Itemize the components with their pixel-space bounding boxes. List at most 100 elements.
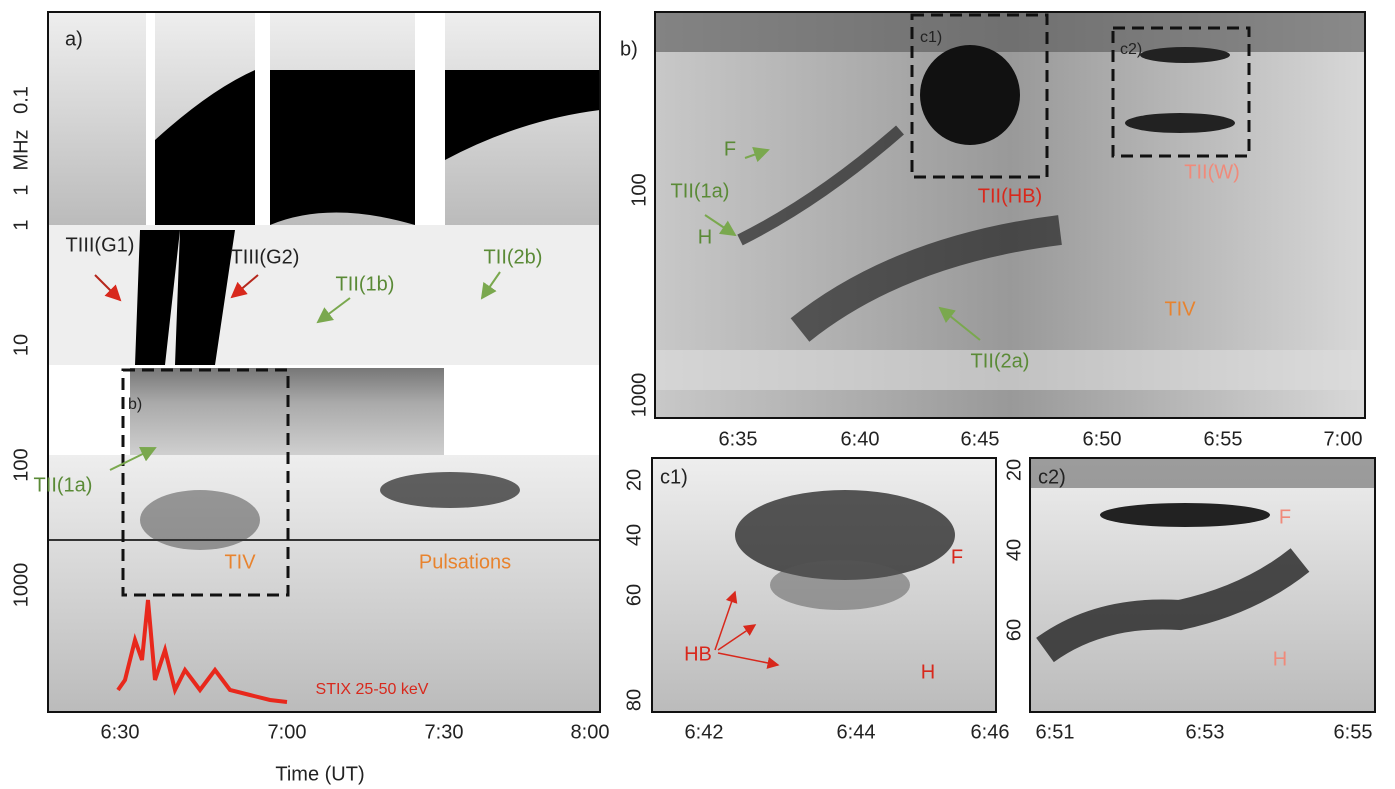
annotation: b) [128,396,142,413]
box-b [121,368,290,597]
x-tick-label: 6:44 [837,721,876,743]
panel-label: c2) [1038,466,1066,488]
gap [48,365,123,455]
x-tick-label: 6:51 [1036,721,1075,743]
box-c2 [1111,26,1251,158]
gap [415,12,445,225]
axes [1029,457,1376,713]
annotation: HB [684,643,712,665]
burst [770,560,910,610]
burst [270,70,415,225]
annotation: TII(2b) [484,246,543,268]
x-tick-label: 6:45 [961,428,1000,450]
y-tick-label: 1000 [10,563,32,608]
annotation: TII(HB) [978,185,1042,207]
gap [146,12,155,225]
band [1030,458,1375,488]
panel-label: b) [620,38,638,60]
burst [1140,47,1230,63]
panel-c1: c1) 20 40 60 80 6:42 6:44 6:46 HB F H [623,457,1010,743]
box-c1 [910,13,1049,179]
panel-c2: c2) 20 40 60 6:51 6:53 6:55 F H [1003,457,1376,743]
annotation: TII(W) [1184,161,1240,183]
axes [654,11,1366,419]
y-tick-label: 20 [623,469,645,491]
annotation: c2) [1120,41,1142,58]
panel-label: c1) [660,466,688,488]
panel-b: b) 100 1000 6:35 6:40 6:45 6:50 6:55 7:0… [620,11,1366,450]
y-tick-label: 60 [623,584,645,606]
arrow [94,274,122,302]
y-label: MHz [10,129,32,170]
arrow [744,147,770,163]
axes [651,457,997,713]
annotation: F [1279,506,1291,528]
arrow [717,652,780,669]
annotation: TII(1a) [671,180,730,202]
x-tick-label: 6:42 [685,721,724,743]
y-tick-label: 1 [10,184,32,195]
y-tick-label: 60 [1003,619,1025,641]
annotation: TIV [224,551,256,573]
burst [920,45,1020,145]
annotation: c1) [920,29,942,46]
gap [255,12,270,225]
x-tick-label: 6:53 [1186,721,1225,743]
y-tick-label: 100 [628,173,650,206]
gap [444,365,600,455]
burst [155,70,255,225]
arrow [230,274,259,299]
burst [1036,548,1310,663]
burst [445,70,600,160]
pulsations [380,472,520,508]
y-tick-label: 80 [623,689,645,711]
burst [790,215,1062,342]
arrow [938,306,981,341]
annotation: H [1273,648,1287,670]
x-tick-label: 7:30 [425,721,464,743]
arrow [717,624,757,651]
panel-a: a) MHz 0.1 1 1 10 100 1000 6:30 7:00 7:3… [10,11,610,785]
annotation: F [951,546,963,568]
x-tick-label: 6:30 [101,721,140,743]
burst [1125,113,1235,133]
stix-curve [116,599,288,704]
annotation: Pulsations [419,551,511,573]
annotation: H [921,661,935,683]
arrow [704,214,737,237]
x-tick-label: 6:50 [1083,428,1122,450]
arrow [109,446,157,471]
panel-label: a) [65,28,83,50]
x-tick-label: 6:35 [719,428,758,450]
burst [737,125,904,246]
band [655,12,1365,52]
burst [140,490,260,550]
y-tick-label: 1000 [628,373,650,418]
annotation: TII(1b) [336,273,395,295]
y-tick-label: 100 [10,448,32,481]
x-tick-label: 7:00 [1324,428,1363,450]
x-tick-label: 6:40 [841,428,880,450]
annotation: TIII(G1) [66,234,135,256]
x-tick-label: 8:00 [571,721,610,743]
annotation: F [724,138,736,160]
x-tick-label: 7:00 [268,721,307,743]
burst [735,490,955,580]
x-tick-label: 6:46 [971,721,1010,743]
x-tick-label: 6:55 [1204,428,1243,450]
arrow [480,271,501,300]
y-tick-label: 40 [1003,539,1025,561]
axes [47,11,601,713]
annotation: STIX 25-50 keV [316,681,429,698]
x-tick-label: 6:55 [1334,721,1373,743]
band [655,350,1365,390]
y-tick-label: 20 [1003,459,1025,481]
burst [135,230,235,365]
y-tick-label: 40 [623,524,645,546]
y-tick-label: 10 [10,334,32,356]
annotation: TII(1a) [34,474,93,496]
annotation: H [698,226,712,248]
y-tick-label: 0.1 [10,86,32,114]
annotation: TIII(G2) [231,246,300,268]
